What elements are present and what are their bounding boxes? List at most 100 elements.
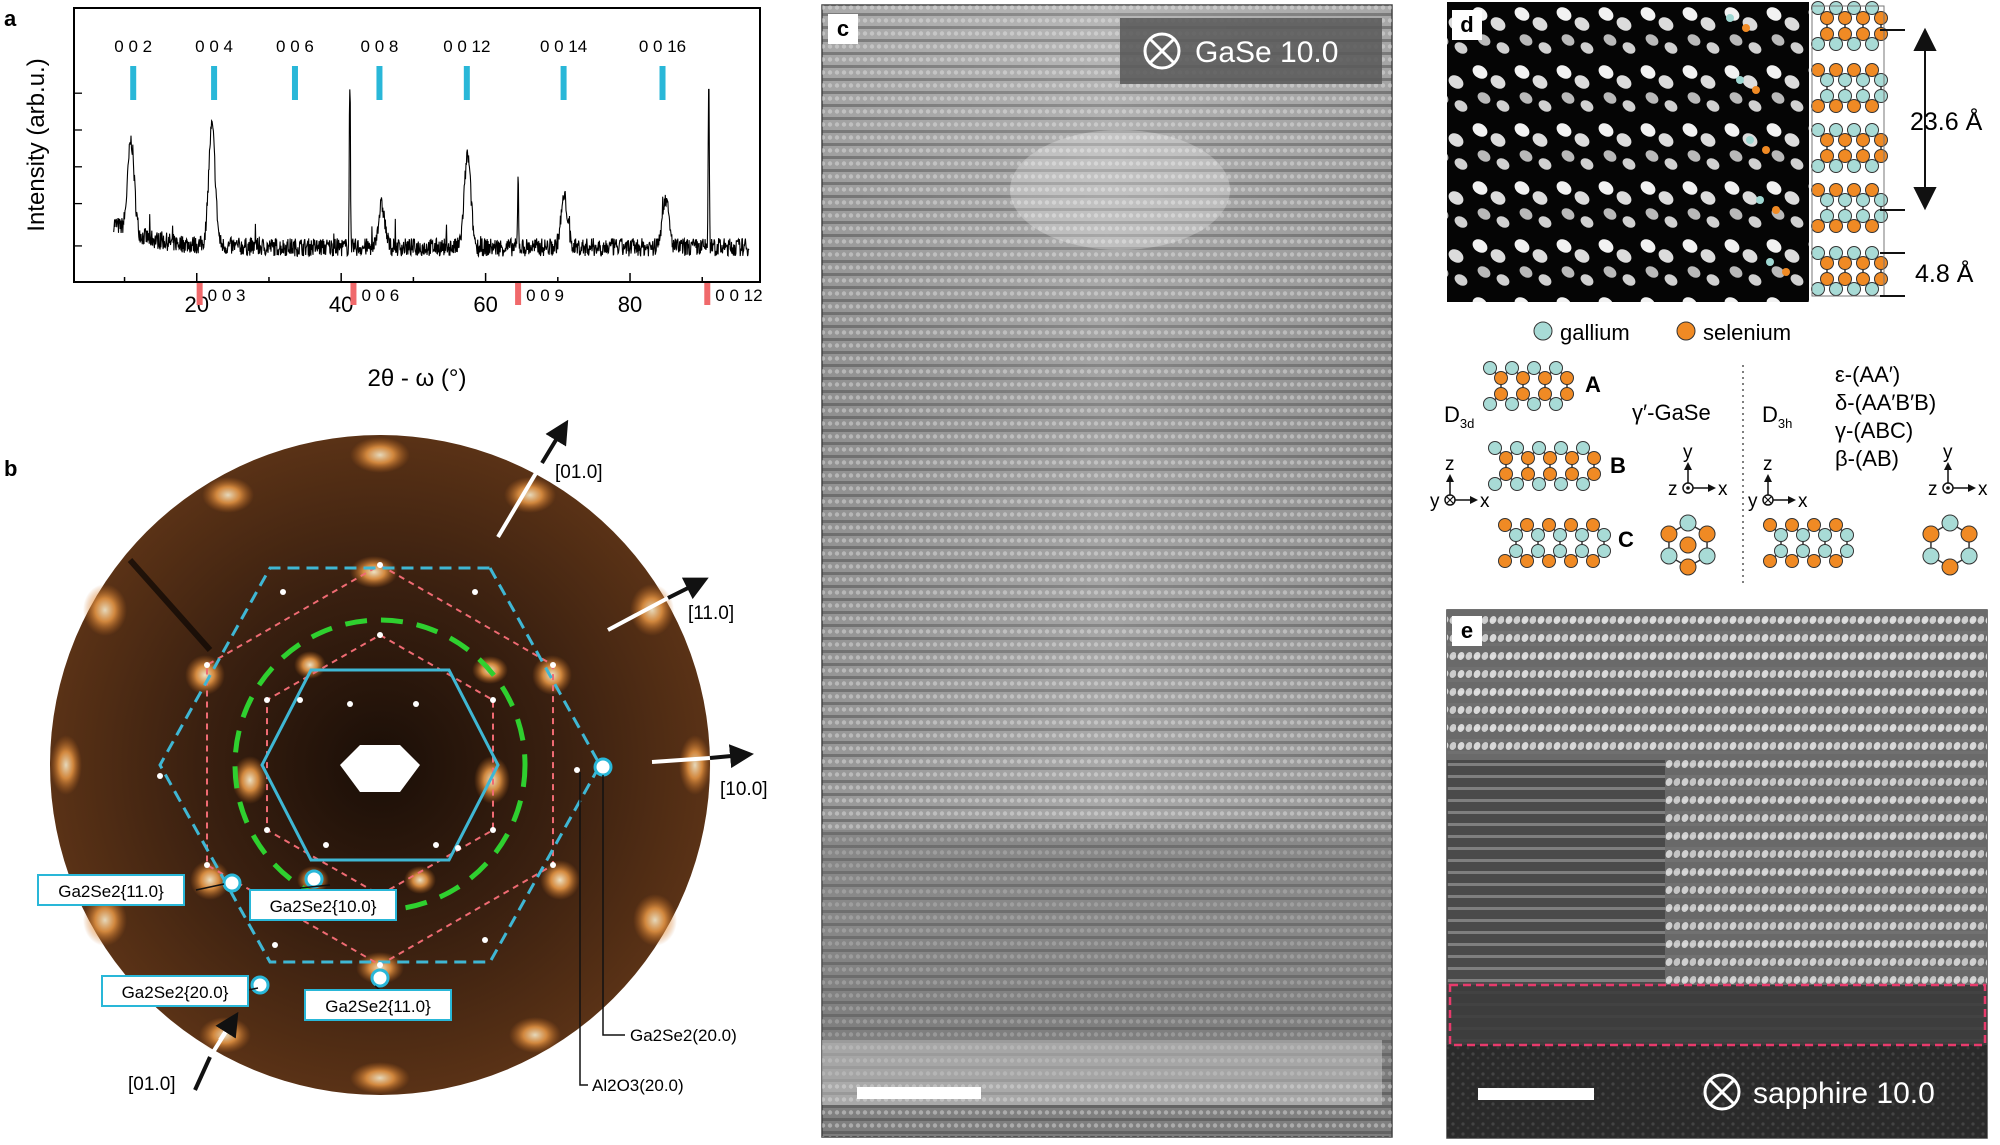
xrd-y-axis-label: Intensity (arb.u.) [23,58,50,231]
ga2se2-reflection-label: 0 0 16 [639,37,686,56]
callout-ga2se2-10: Ga2Se2{10.0} [249,889,397,921]
al2o3-reflection-label: 0 0 6 [361,286,399,305]
ga2se2-reflection-label: 0 0 2 [114,37,152,56]
zone-axis-badge-c: GaSe 10.0 [1120,18,1382,84]
svg-text:y: y [1683,442,1693,463]
structure-model-layers [1811,1,1888,297]
blue-dashed-hex [158,566,602,964]
svg-text:Ga2Se2{11.0}: Ga2Se2{11.0} [58,882,164,901]
al2o3-reflection-label: 0 0 12 [715,286,762,305]
ga2se2-reflection-label: 0 0 14 [540,37,587,56]
x-tick-label: 40 [329,292,353,317]
stack-layer-c [1498,518,1611,568]
al2o3-reflection-marker [704,283,711,305]
interface-region-box [1448,983,1987,1047]
phase-list: ε-(AA′) δ-(AA′B′B) γ-(ABC) β-(AB) [1835,362,1936,471]
stacking-schematics [1483,361,1978,576]
reflection-dots [157,562,580,968]
svg-text:y: y [1943,442,1953,463]
model-layer [1811,183,1888,233]
svg-text:selenium: selenium [1703,320,1791,345]
atom-overlay [1726,14,1790,276]
phase-label: β-(AB) [1835,446,1899,471]
selenium-legend-icon [1676,321,1696,341]
svg-text:gallium: gallium [1560,320,1630,345]
ga2se2-reflection-label: 0 0 6 [276,37,314,56]
hrstem-image-d [1447,2,1809,302]
xrd-plot-frame [73,7,761,283]
dimension-markers [1880,27,1937,297]
scale-bar-c [857,1087,981,1099]
label-ga2se2-20: Ga2Se2(20.0) [630,1026,737,1045]
ga2se2-reflection-marker [130,66,137,100]
stack-layer-d3h [1763,518,1854,568]
stack-layer-a [1483,361,1574,411]
svg-text:Ga2Se2{20.0}: Ga2Se2{20.0} [122,983,229,1002]
dir-label-10: [10.0] [720,779,768,800]
callout-ga2se2-11-left: Ga2Se2{11.0} [37,874,185,906]
model-layer [1811,1,1888,51]
panel-c-stem-image: c GaSe 10.0 [821,4,1393,1138]
svg-text:x: x [1798,491,1808,512]
svg-text:x: x [1978,479,1988,500]
sym-d3d: D3d [1444,402,1474,431]
panel-b-pole-figure: b [4,419,768,1095]
dir-label-01-top: [01.0] [555,462,603,483]
layer-a-label: A [1585,372,1601,397]
svg-text:z: z [1668,479,1678,500]
svg-text:Ga2Se2{10.0}: Ga2Se2{10.0} [270,897,377,916]
panel-a-xrd: a Intensity (arb.u.) 2θ - ω (°) 20406080… [4,6,763,392]
al2o3-reflection-marker [196,283,203,305]
panel-c-letter: c [837,16,849,41]
panel-b-letter: b [4,456,17,481]
ga2se2-reflection-label: 0 0 8 [361,37,399,56]
direction-arrows [193,419,754,1091]
into-page-icon [1143,32,1181,70]
x-tick-label: 60 [473,292,497,317]
sym-d3h: D3h [1762,402,1792,431]
ga2se2-reflection-marker [376,66,383,100]
element-legend: gallium selenium [1533,320,1791,345]
al2o3-reflection-marker [350,283,357,305]
layer-b-label: B [1610,453,1626,478]
leader-lines [195,772,625,1086]
svg-text:Ga2Se2{11.0}: Ga2Se2{11.0} [325,997,431,1016]
model-layer [1811,63,1888,113]
into-page-icon [1703,1073,1741,1111]
ga2se2-reflection-marker [463,66,470,100]
al2o3-reflection-label: 0 0 3 [208,286,246,305]
svg-text:x: x [1480,491,1490,512]
layer-c-label: C [1618,527,1634,552]
x-tick-label: 80 [618,292,642,317]
svg-text:y: y [1430,491,1440,512]
panel-d-structure: d 23.6 Å 4.8 Å gallium selenium [1430,1,1988,585]
center-hole [340,745,420,792]
svg-text:x: x [1718,479,1728,500]
ga2se2-reflection-marker [659,66,666,100]
callout-ga2se2-20: Ga2Se2{20.0} [101,975,249,1007]
phase-label: γ-(ABC) [1835,418,1913,443]
ga2se2-reflection-marker [560,66,567,100]
model-layer [1811,123,1888,173]
blue-solid-hex [260,668,500,862]
ga2se2-reflection-marker [211,66,218,100]
ga2se2-reflection-marker [291,66,298,100]
gallium-legend-icon [1533,321,1553,341]
dim-23-6: 23.6 Å [1910,106,1983,136]
coordinate-axes: zy xyz xzy xyz x [1430,442,1988,512]
phase-label: δ-(AA′B′B) [1835,390,1936,415]
xrd-intensity-curve [113,88,750,258]
dir-label-01-bottom: [01.0] [128,1074,176,1095]
ga2se2-reflection-label: 0 0 12 [443,37,490,56]
zone-axis-badge-e: sapphire 10.0 [1703,1073,1935,1111]
outer-ring-spots [50,437,711,1094]
panel-a-letter: a [4,6,17,31]
callout-ga2se2-11-bottom: Ga2Se2{11.0} [304,989,452,1021]
panel-e-interface: e sapphire 10.0 [1446,609,1988,1139]
xrd-x-axis-label: 2θ - ω (°) [367,365,466,392]
al2o3-reflection-label: 0 0 9 [526,286,564,305]
scale-bar-e [1478,1088,1594,1100]
model-layer [1811,246,1888,296]
label-al2o3-20: Al2O3(20.0) [592,1076,684,1095]
